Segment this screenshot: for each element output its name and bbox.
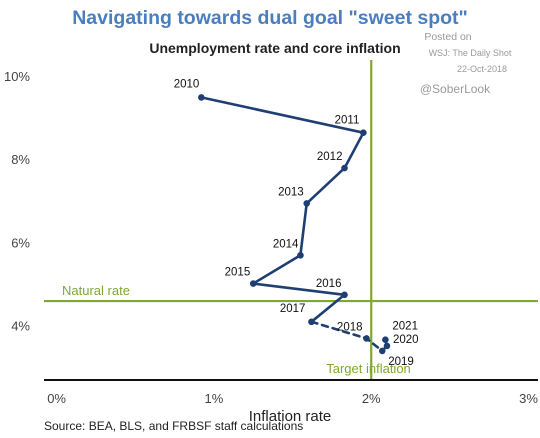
data-point — [308, 318, 315, 326]
source-note: Source: BEA, BLS, and FRBSF staff calcul… — [44, 419, 303, 433]
point-label: 2018 — [337, 321, 363, 333]
point-label: 2020 — [393, 334, 419, 346]
watermark-date: 22-Oct-2018 — [457, 64, 507, 74]
data-point — [383, 342, 391, 350]
axis-ticks: 0% 1% 2% 3% 4% 6% 8% 10% — [4, 69, 538, 406]
data-point — [297, 252, 304, 259]
chart-subtitle: Unemployment rate and core inflation — [149, 40, 400, 56]
x-tick-label: 3% — [519, 391, 538, 406]
data-points — [198, 94, 391, 355]
series-connector — [310, 293, 346, 324]
point-label: 2016 — [316, 278, 342, 290]
data-point — [341, 291, 348, 299]
y-tick-label: 6% — [11, 235, 30, 250]
data-point — [303, 200, 311, 207]
x-axis-label: Inflation rate — [249, 408, 332, 425]
chart-title: Navigating towards dual goal "sweet spot… — [72, 7, 468, 29]
data-point — [363, 335, 370, 342]
point-labels: 2010 2011 2012 2013 2014 2015 2016 2017 2018 2019… — [174, 78, 419, 368]
watermark-handle: @SoberLook — [420, 82, 491, 96]
point-label: 2014 — [273, 238, 299, 250]
watermark-posted-on: Posted on — [424, 31, 471, 43]
point-label: 2017 — [280, 303, 306, 315]
data-point — [382, 336, 389, 343]
data-point — [198, 94, 205, 101]
natural-rate-label: Natural rate — [62, 283, 130, 298]
point-label: 2013 — [278, 186, 304, 198]
watermark-publication: WSJ: The Daily Shot — [429, 48, 512, 58]
x-tick-label: 2% — [362, 391, 381, 406]
point-label: 2015 — [225, 267, 251, 279]
target-inflation-label: Target inflation — [326, 361, 411, 376]
data-point — [360, 129, 367, 137]
watermark: Posted on WSJ: The Daily Shot 22-Oct-201… — [420, 31, 512, 96]
point-label: 2010 — [174, 78, 200, 90]
data-point — [378, 347, 386, 355]
y-tick-label: 4% — [11, 318, 30, 333]
data-point — [341, 164, 348, 172]
reference-lines: Natural rate Target inflation — [44, 60, 538, 380]
point-label: 2019 — [388, 356, 414, 368]
x-tick-label: 0% — [47, 391, 66, 406]
y-tick-label: 8% — [11, 152, 30, 167]
y-tick-label: 10% — [4, 69, 30, 84]
x-tick-label: 1% — [205, 391, 224, 406]
point-label: 2021 — [392, 321, 418, 333]
point-label: 2011 — [335, 115, 360, 127]
data-point — [249, 280, 257, 287]
point-label: 2012 — [317, 151, 343, 163]
